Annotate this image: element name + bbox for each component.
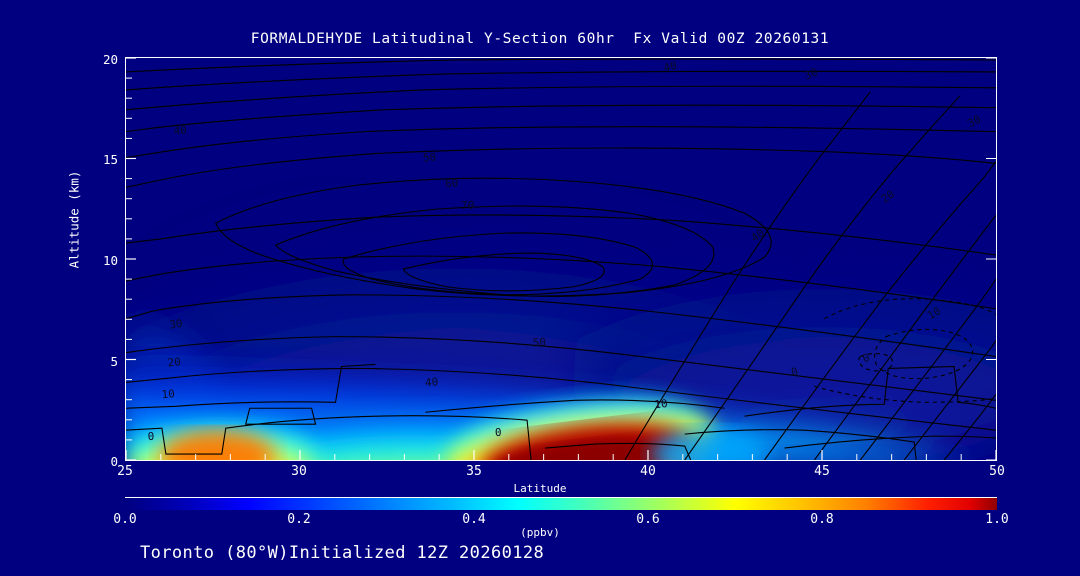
- contour-label-20: 20: [167, 355, 181, 369]
- contour-label-0: 0: [861, 351, 872, 365]
- contour-label-50: 50: [423, 151, 437, 165]
- axis-tick-marks: [126, 58, 996, 460]
- colorbar-tick-0: 0.0: [113, 512, 137, 527]
- y-tick-label-20: 20: [102, 52, 118, 67]
- contour-label-30: 30: [965, 113, 983, 131]
- x-tick-label-35: 35: [466, 464, 482, 479]
- figure-title: FORMALDEHYDE Latitudinal Y-Section 60hr …: [250, 31, 830, 47]
- contour-label-0: 0: [147, 430, 154, 443]
- x-tick-label-25: 25: [117, 464, 133, 479]
- plot-area: 40 50 60 70 40 30 40 20 30 10 30 20 10 0…: [125, 57, 997, 461]
- colorbar-unit-label: (ppbv): [520, 526, 560, 539]
- colorbar-tick-3: 0.6: [636, 512, 660, 527]
- contour-label-30: 30: [169, 317, 184, 332]
- isotach-contour-overlay: 40 50 60 70 40 30 40 20 30 10 30 20 10 0…: [126, 58, 996, 460]
- x-axis-title: Latitude: [513, 482, 567, 495]
- contour-label-10: 10: [654, 397, 669, 411]
- x-tick-label-30: 30: [291, 464, 307, 479]
- contour-label-0: 0: [790, 365, 800, 379]
- colorbar-tick-4: 0.8: [810, 512, 834, 527]
- contour-label-40: 40: [173, 124, 187, 138]
- y-tick-label-10: 10: [102, 253, 118, 268]
- colorbar-gradient: [125, 498, 997, 510]
- x-tick-label-40: 40: [640, 464, 656, 479]
- contour-label-0: 0: [495, 426, 502, 439]
- colorbar-tick-5: 1.0: [985, 512, 1009, 527]
- colorbar: [125, 497, 997, 510]
- contour-label-40: 40: [662, 59, 678, 75]
- x-tick-label-50: 50: [989, 464, 1005, 479]
- colorbar-tick-1: 0.2: [287, 512, 311, 527]
- contour-label-70: 70: [461, 199, 475, 213]
- contour-label-10: 10: [161, 387, 175, 401]
- figure-footer-caption: Toronto (80°W)Initialized 12Z 20260128: [140, 543, 545, 563]
- colorbar-tick-2: 0.4: [462, 512, 486, 527]
- y-tick-label-0: 0: [110, 454, 118, 469]
- x-tick-label-45: 45: [814, 464, 830, 479]
- y-axis-title: Altitude (km): [66, 170, 82, 269]
- contour-label-40: 40: [425, 375, 439, 389]
- contour-label-30: 30: [802, 65, 819, 82]
- contour-label-20: 20: [879, 188, 897, 206]
- y-tick-label-15: 15: [102, 152, 118, 167]
- contour-label-50: 50: [532, 336, 546, 350]
- contour-label-40: 40: [749, 226, 767, 244]
- y-tick-label-5: 5: [110, 354, 118, 369]
- contour-label-60: 60: [445, 176, 459, 190]
- contour-label-10: 10: [925, 304, 943, 322]
